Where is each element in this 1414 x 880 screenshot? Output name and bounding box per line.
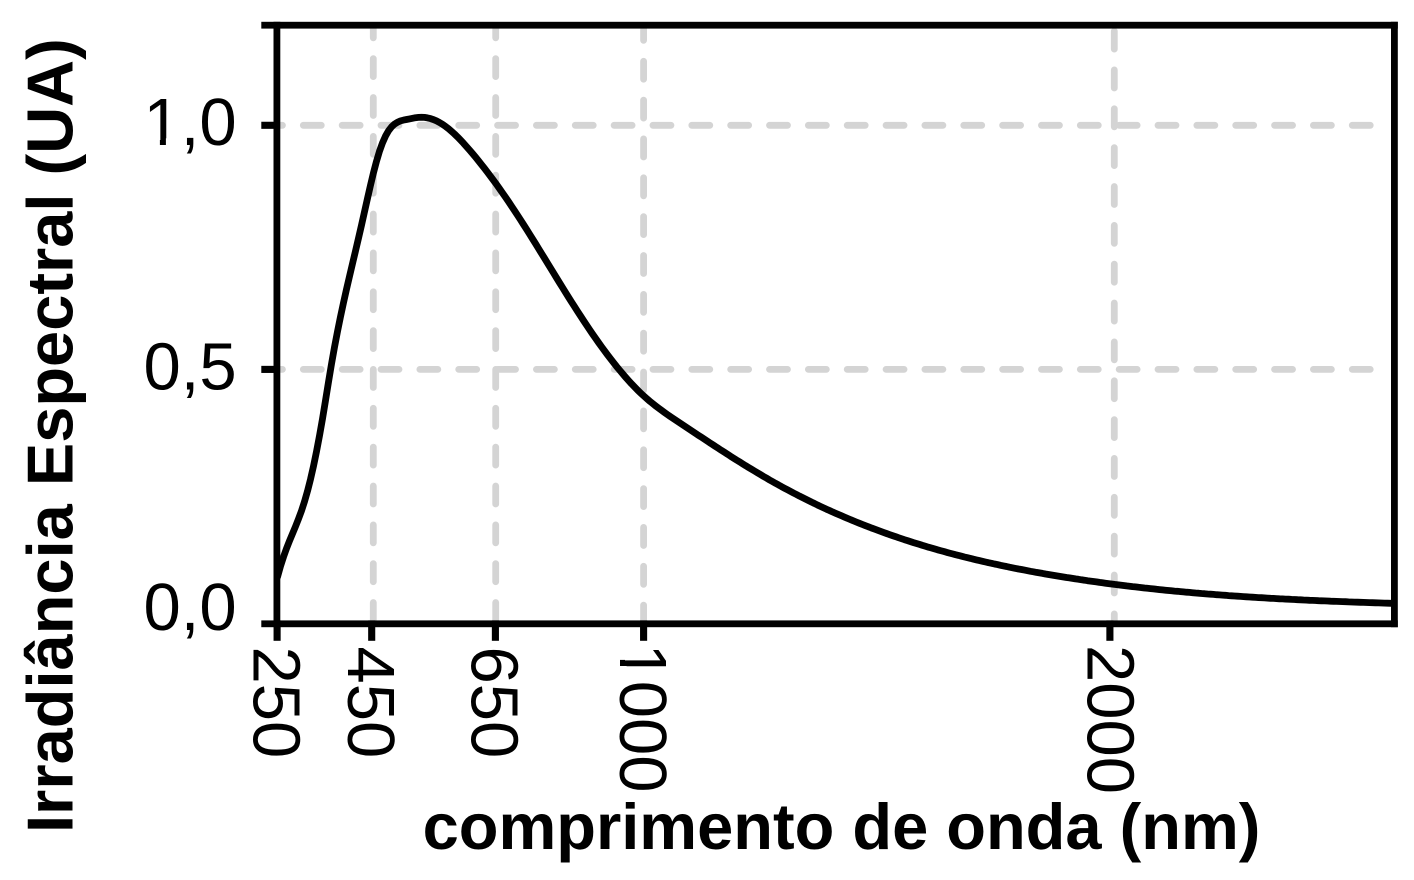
svg-text:comprimento de onda (nm): comprimento de onda (nm) xyxy=(423,790,1261,863)
svg-text:0,5: 0,5 xyxy=(143,329,236,404)
svg-text:2000: 2000 xyxy=(1073,645,1148,794)
svg-text:450: 450 xyxy=(333,647,408,759)
svg-text:250: 250 xyxy=(238,647,313,759)
svg-text:1000: 1000 xyxy=(605,644,680,793)
svg-text:Irradiância Espectral (UA): Irradiância Espectral (UA) xyxy=(14,38,87,833)
svg-text:650: 650 xyxy=(457,647,532,759)
svg-text:0,0: 0,0 xyxy=(143,570,236,645)
svg-text:1,0: 1,0 xyxy=(143,85,236,160)
